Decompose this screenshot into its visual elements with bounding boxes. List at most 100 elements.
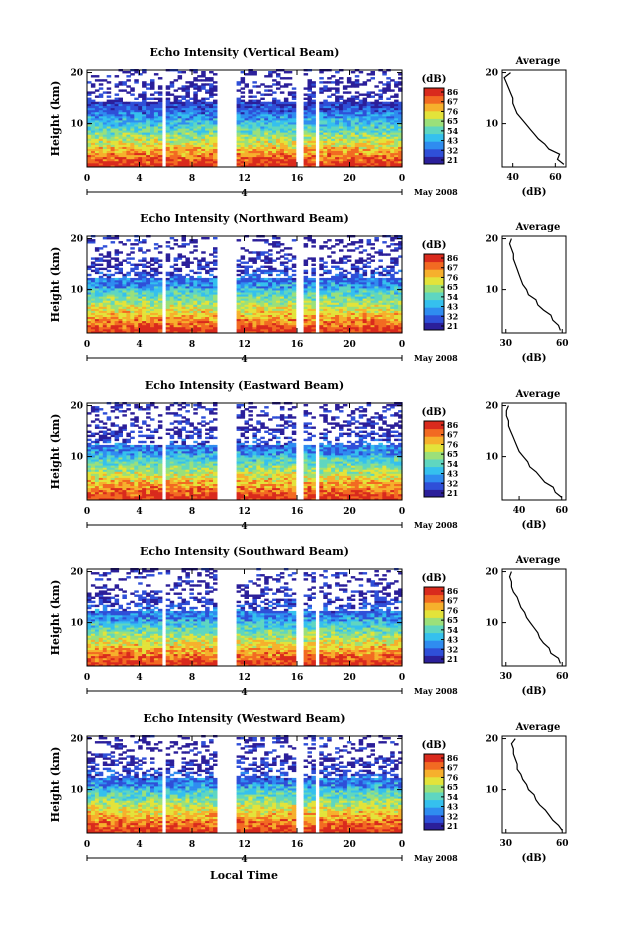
heatmap-cell (185, 124, 190, 127)
heatmap-cell (110, 316, 116, 320)
heatmap-cell (366, 138, 372, 141)
heatmap-cell (331, 296, 336, 299)
heatmap-cell (346, 124, 352, 127)
heatmap-cell (213, 93, 218, 96)
heatmap-cell (307, 152, 312, 156)
heatmap-cell (201, 128, 206, 131)
heatmap-cell (177, 306, 183, 309)
heatmap-cell (398, 118, 403, 121)
heatmap-cell (138, 118, 143, 121)
heatmap-cell (307, 122, 312, 125)
heatmap-cell (390, 144, 395, 147)
heatmap-cell (240, 120, 246, 123)
heatmap-cell (398, 130, 403, 133)
heatmap-cell (130, 314, 135, 317)
heatmap-cell (146, 156, 151, 160)
heatmap-cell (134, 105, 139, 109)
heatmap-cell (272, 150, 277, 154)
heatmap-cell (87, 134, 92, 137)
heatmap-cell (90, 328, 96, 332)
heatmap-cell (268, 138, 273, 141)
heatmap-cell (173, 316, 179, 320)
heatmap-cell (342, 144, 348, 147)
heatmap-cell (98, 275, 104, 279)
heatmap-cell (287, 77, 293, 80)
heatmap-cell (122, 111, 127, 115)
heatmap-cell (169, 294, 175, 297)
heatmap-cell (311, 128, 316, 131)
heatmap-cell (185, 144, 190, 147)
heatmap-cell (185, 162, 190, 166)
heatmap-cell (358, 292, 364, 295)
heatmap-cell (150, 113, 155, 117)
heatmap-cell (209, 140, 214, 143)
heatmap-cell (339, 165, 344, 168)
heatmap-cell (114, 124, 120, 127)
heatmap-cell (165, 290, 171, 293)
heatmap-cell (346, 148, 352, 151)
heatmap-cell (268, 320, 273, 324)
heatmap-cell (110, 154, 116, 158)
heatmap-cell (169, 306, 175, 309)
heatmap-cell (335, 91, 340, 94)
heatmap-cell (335, 275, 340, 279)
heatmap-cell (201, 75, 206, 78)
heatmap-cell (276, 107, 281, 111)
heatmap-cell (157, 128, 163, 131)
heatmap-cell (283, 134, 289, 137)
heatmap-cell (201, 279, 206, 283)
heatmap-cell (382, 111, 387, 115)
heatmap-cell (122, 101, 127, 105)
heatmap-cell (272, 290, 277, 293)
heatmap-cell (291, 152, 297, 156)
heatmap-cell (370, 271, 375, 275)
heatmap-cell (291, 308, 297, 311)
heatmap-cell (346, 81, 352, 84)
heatmap-cell (276, 304, 281, 307)
heatmap-cell (398, 326, 403, 330)
heatmap-cell (126, 271, 131, 275)
heatmap-cell (390, 310, 395, 313)
heatmap-cell (382, 105, 387, 109)
heatmap-cell (102, 306, 108, 309)
heatmap-cell (279, 103, 285, 107)
heatmap-cell (272, 308, 277, 311)
heatmap-cell (264, 111, 269, 115)
heatmap-cell (134, 290, 139, 293)
heatmap-cell (177, 257, 183, 260)
heatmap-cell (236, 290, 242, 293)
heatmap-cell (114, 324, 120, 328)
heatmap-cell (90, 326, 96, 330)
heatmap-cell (110, 144, 116, 147)
heatmap-cell (272, 298, 277, 301)
heatmap-cell (146, 288, 151, 291)
heatmap-cell (150, 160, 155, 164)
heatmap-cell (366, 148, 372, 151)
heatmap-cell (153, 144, 159, 147)
heatmap-cell (197, 113, 202, 117)
heatmap-cell (98, 312, 104, 315)
heatmap-cell (157, 328, 163, 332)
heatmap-cell (122, 286, 127, 289)
heatmap-cell (102, 322, 108, 326)
heatmap-cell (382, 146, 387, 149)
heatmap-cell (244, 150, 249, 154)
heatmap-cell (185, 91, 190, 94)
heatmap-cell (378, 306, 383, 309)
heatmap-cell (378, 322, 383, 326)
heatmap-cell (181, 322, 186, 326)
heatmap-cell (134, 107, 139, 111)
heatmap-cell (386, 118, 391, 121)
heatmap-cell (193, 160, 198, 164)
heatmap-cell (279, 130, 285, 133)
heatmap-cell (98, 138, 104, 141)
heatmap-cell (335, 306, 340, 309)
heatmap-cell (276, 292, 281, 295)
heatmap-cell (283, 316, 289, 320)
heatmap-cell (201, 87, 206, 90)
heatmap-cell (264, 150, 269, 154)
heatmap-cell (291, 146, 297, 149)
heatmap-cell (153, 152, 159, 156)
heatmap-cell (189, 269, 194, 273)
heatmap-cell (256, 158, 261, 162)
